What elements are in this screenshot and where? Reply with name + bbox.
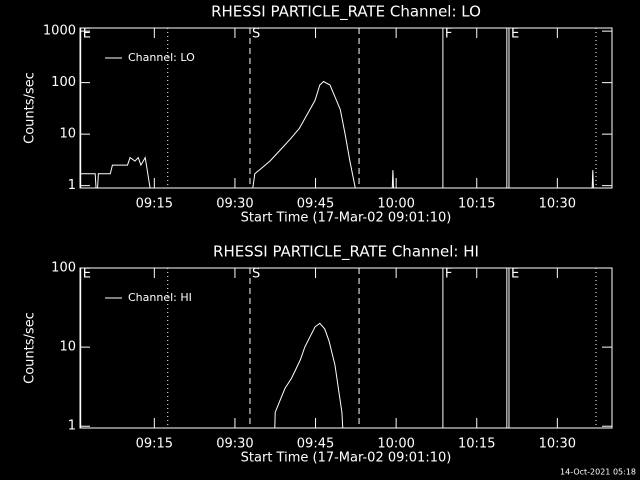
x-tick-label: 10:15 — [458, 437, 495, 452]
x-tick-label: 10:00 — [377, 197, 414, 212]
x-tick-label: 09:15 — [136, 437, 173, 452]
x-tick-label: 10:30 — [539, 197, 576, 212]
x-tick-label: 10:00 — [377, 437, 414, 452]
event-label: S — [252, 267, 260, 282]
plot-frame — [79, 27, 613, 189]
y-tick-label: 1000 — [43, 24, 76, 39]
data-line — [274, 322, 344, 428]
plot-area — [80, 80, 594, 188]
y-tick-label: 10 — [59, 127, 76, 142]
event-label: S — [252, 27, 260, 42]
chart-title: RHESSI PARTICLE_RATE Channel: LO — [211, 3, 481, 22]
x-tick-label: 09:45 — [297, 437, 334, 452]
x-tick-label: 09:30 — [216, 197, 253, 212]
x-tick-label: 10:15 — [458, 197, 495, 212]
x-axis-label: Start Time (17-Mar-02 09:01:10) — [241, 211, 452, 226]
data-line — [80, 80, 594, 188]
x-axis-label: Start Time (17-Mar-02 09:01:10) — [241, 451, 452, 466]
y-tick-label: 100 — [51, 75, 76, 90]
x-tick-label: 09:15 — [136, 197, 173, 212]
plot-area — [274, 322, 344, 428]
x-tick-label: 09:45 — [297, 197, 334, 212]
legend-label: Channel: LO — [128, 51, 195, 64]
y-axis-label: Counts/sec — [23, 72, 38, 144]
footer: 14-Oct-2021 05:18 — [560, 468, 636, 477]
legend-label: Channel: HI — [128, 291, 192, 304]
y-tick-label: 1 — [68, 419, 76, 434]
event-label: F — [445, 27, 452, 42]
event-label: E — [83, 267, 91, 282]
plot-frame — [79, 267, 613, 429]
x-tick-label: 09:30 — [216, 437, 253, 452]
event-label: E — [511, 27, 519, 42]
event-label: E — [83, 27, 91, 42]
y-axis-label: Counts/sec — [23, 312, 38, 384]
x-tick-label: 10:30 — [539, 437, 576, 452]
event-label: E — [511, 267, 519, 282]
y-tick-label: 10 — [59, 340, 76, 355]
event-label: F — [445, 267, 452, 282]
y-tick-label: 1 — [68, 178, 76, 193]
y-tick-label: 100 — [51, 261, 76, 276]
chart-title: RHESSI PARTICLE_RATE Channel: HI — [213, 243, 479, 262]
